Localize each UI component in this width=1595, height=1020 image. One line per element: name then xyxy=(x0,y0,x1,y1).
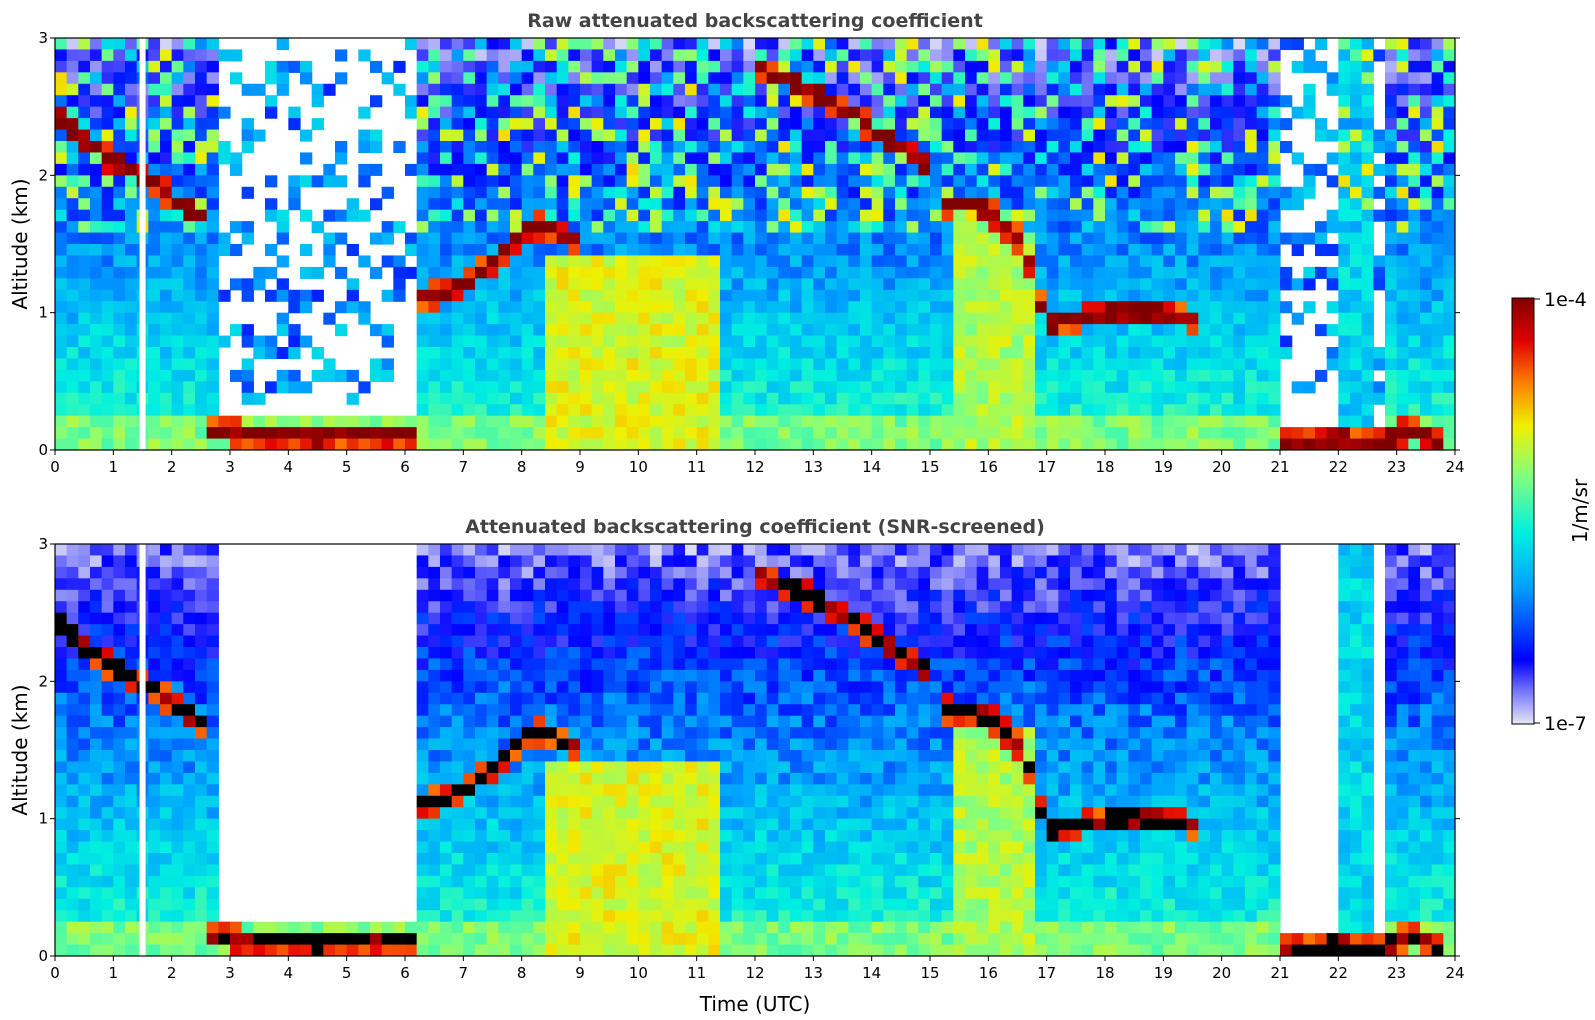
x-tick-label: 5 xyxy=(342,458,352,476)
x-tick-label: 3 xyxy=(225,964,235,982)
x-tick-label: 8 xyxy=(517,458,527,476)
x-tick-label: 6 xyxy=(400,458,410,476)
x-tick-label: 10 xyxy=(629,458,648,476)
x-tick-label: 21 xyxy=(1270,964,1289,982)
x-tick-label: 9 xyxy=(575,964,585,982)
x-tick-label: 8 xyxy=(517,964,527,982)
colorbar-min-label: 1e-7 xyxy=(1544,713,1587,735)
x-tick-label: 24 xyxy=(1445,458,1464,476)
x-tick-label: 22 xyxy=(1329,458,1348,476)
colorbar: 1e-4 1e-7 1/m/sr xyxy=(1511,289,1592,735)
x-tick-label: 17 xyxy=(1037,964,1056,982)
x-tick-label: 14 xyxy=(862,964,881,982)
x-tick-label: 3 xyxy=(225,458,235,476)
x-tick-label: 0 xyxy=(50,458,60,476)
x-tick-label: 7 xyxy=(459,458,469,476)
y-tick-label: 3 xyxy=(38,535,48,553)
y-axis-label: Altitude (km) xyxy=(8,684,32,815)
x-tick-label: 22 xyxy=(1329,964,1348,982)
x-tick-label: 15 xyxy=(920,964,939,982)
panel-title: Attenuated backscattering coefficient (S… xyxy=(465,516,1045,538)
x-tick-label: 16 xyxy=(979,964,998,982)
panel-title: Raw attenuated backscattering coefficien… xyxy=(527,10,983,32)
x-tick-label: 7 xyxy=(459,964,469,982)
x-tick-label: 1 xyxy=(109,458,119,476)
heatmap-raw xyxy=(55,38,1455,450)
x-tick-label: 12 xyxy=(745,458,764,476)
axis-ticks: 0 1 2 3 4 5 6 7 8 9 10 11 12 13 14 15 16 17 18 19 20 21 22 23 24… xyxy=(38,535,1464,982)
x-tick-label: 1 xyxy=(109,964,119,982)
x-tick-label: 0 xyxy=(50,964,60,982)
x-tick-label: 21 xyxy=(1270,458,1289,476)
x-tick-label: 2 xyxy=(167,458,177,476)
x-tick-label: 13 xyxy=(804,458,823,476)
x-tick-label: 15 xyxy=(920,458,939,476)
x-tick-label: 11 xyxy=(687,964,706,982)
heatmap-screened xyxy=(55,544,1455,956)
x-tick-label: 24 xyxy=(1445,964,1464,982)
x-tick-label: 9 xyxy=(575,458,585,476)
x-tick-label: 19 xyxy=(1154,964,1173,982)
panel-raw: Raw attenuated backscattering coefficien… xyxy=(8,10,1465,476)
x-tick-label: 6 xyxy=(400,964,410,982)
y-tick-label: 3 xyxy=(38,29,48,47)
x-tick-label: 5 xyxy=(342,964,352,982)
x-tick-label: 16 xyxy=(979,458,998,476)
colorbar-scale xyxy=(1511,297,1535,725)
axis-ticks: 0 1 2 3 4 5 6 7 8 9 10 11 12 13 14 15 16 17 18 19 20 21 22 23 24… xyxy=(38,29,1464,476)
y-tick-label: 1 xyxy=(38,304,48,322)
x-tick-label: 4 xyxy=(284,458,294,476)
x-tick-label: 12 xyxy=(745,964,764,982)
x-tick-label: 4 xyxy=(284,964,294,982)
x-tick-label: 2 xyxy=(167,964,177,982)
x-tick-label: 23 xyxy=(1387,964,1406,982)
x-tick-label: 11 xyxy=(687,458,706,476)
x-tick-label: 18 xyxy=(1095,458,1114,476)
colorbar-label: 1/m/sr xyxy=(1568,478,1592,543)
x-tick-label: 20 xyxy=(1212,964,1231,982)
x-tick-label: 17 xyxy=(1037,458,1056,476)
x-axis-label: Time (UTC) xyxy=(699,992,811,1016)
y-axis-label: Altitude (km) xyxy=(8,178,32,309)
x-tick-label: 20 xyxy=(1212,458,1231,476)
y-tick-label: 0 xyxy=(38,441,48,459)
y-tick-label: 2 xyxy=(38,166,48,184)
y-tick-label: 1 xyxy=(38,810,48,828)
x-tick-label: 10 xyxy=(629,964,648,982)
colorbar-max-label: 1e-4 xyxy=(1544,289,1587,311)
y-tick-label: 2 xyxy=(38,672,48,690)
x-tick-label: 13 xyxy=(804,964,823,982)
x-tick-label: 19 xyxy=(1154,458,1173,476)
x-tick-label: 18 xyxy=(1095,964,1114,982)
y-tick-label: 0 xyxy=(38,947,48,965)
x-tick-label: 14 xyxy=(862,458,881,476)
x-tick-label: 23 xyxy=(1387,458,1406,476)
panel-screened: Attenuated backscattering coefficient (S… xyxy=(8,516,1465,1016)
